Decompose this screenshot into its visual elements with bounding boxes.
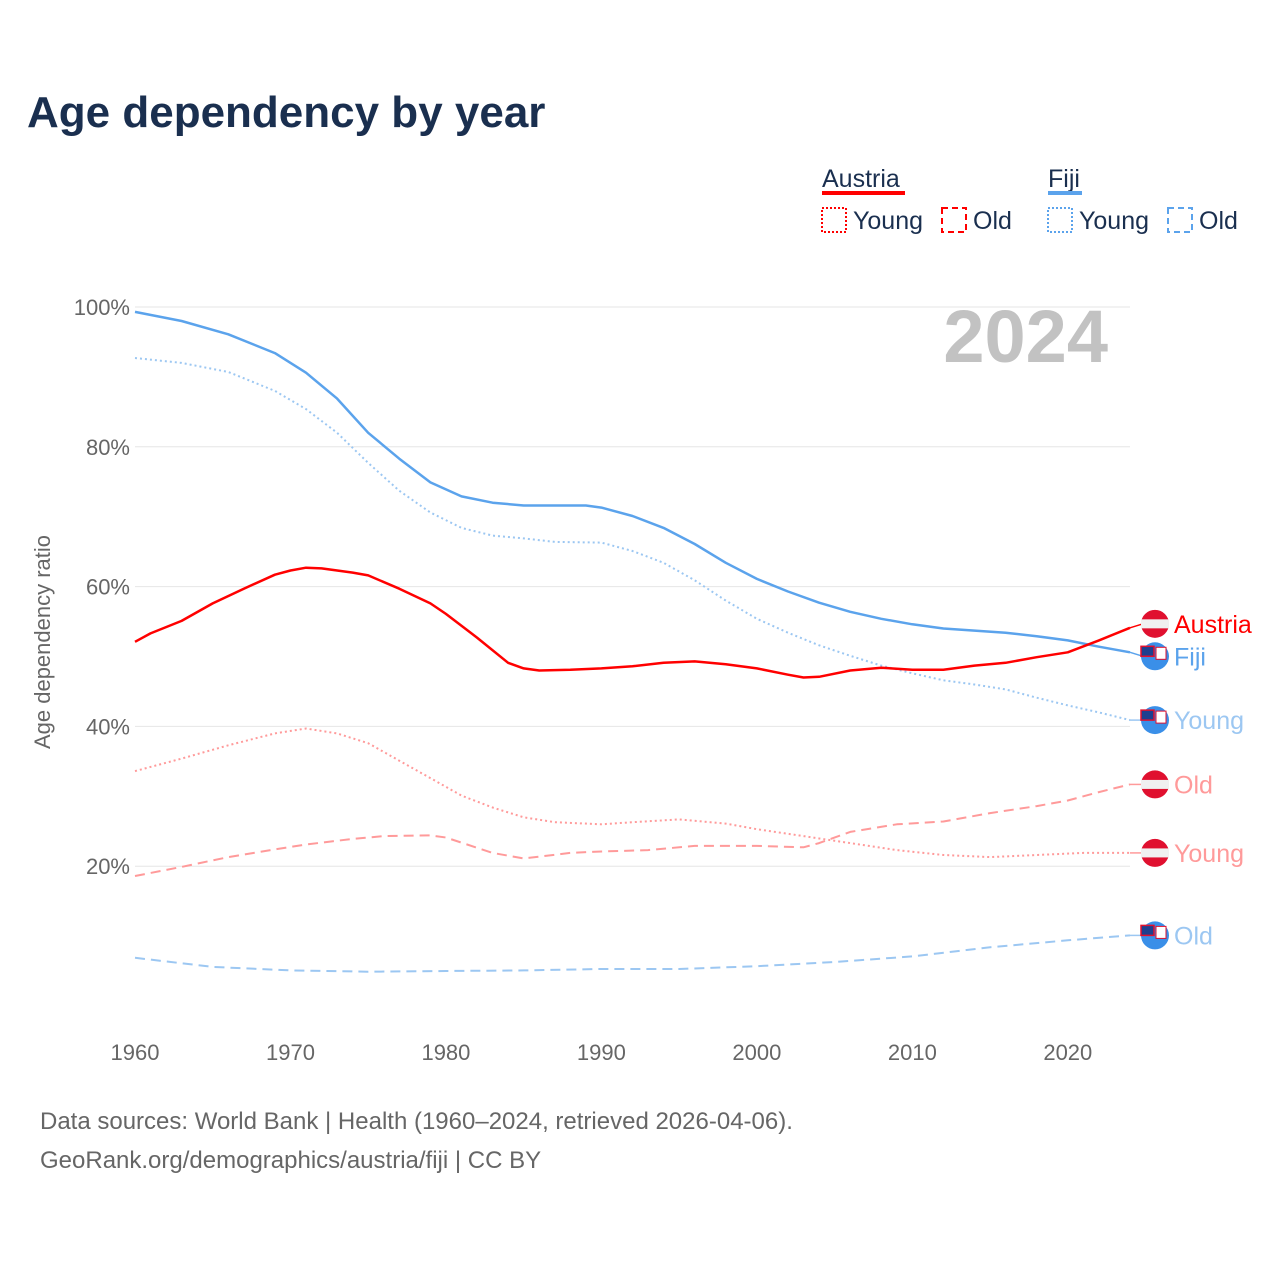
x-tick-label: 1960 bbox=[111, 1040, 160, 1065]
legend-group-austria: Austria bbox=[822, 165, 900, 193]
series-line-fiji-old bbox=[134, 934, 1131, 973]
flag-stripe bbox=[1141, 619, 1169, 629]
legend-swatch-young bbox=[1047, 207, 1073, 233]
legend-swatch-old bbox=[1167, 207, 1193, 233]
legend-item-old: Old bbox=[1199, 207, 1238, 235]
flag-shield bbox=[1155, 925, 1167, 939]
y-tick-label: 40% bbox=[86, 714, 130, 739]
credit-link[interactable]: GeoRank.org/demographics/austria/fiji | … bbox=[40, 1147, 542, 1174]
legend-item-old: Old bbox=[973, 207, 1012, 235]
x-tick-label: 2010 bbox=[888, 1040, 937, 1065]
flag-stripe bbox=[1141, 848, 1169, 858]
end-label-fiji: Fiji bbox=[1174, 643, 1206, 671]
y-tick-label: 80% bbox=[86, 435, 130, 460]
legend-underline bbox=[822, 191, 905, 195]
legend-underline bbox=[1048, 191, 1082, 195]
fiji-flag-icon bbox=[1140, 921, 1169, 950]
flag-union bbox=[1140, 645, 1155, 658]
y-axis-label: Age dependency ratio bbox=[30, 535, 55, 749]
series-line-austria-old bbox=[134, 783, 1131, 877]
legend-group-fiji: Fiji bbox=[1048, 165, 1080, 193]
x-tick-label: 1970 bbox=[266, 1040, 315, 1065]
legend-swatch-young bbox=[821, 207, 847, 233]
austria-flag-icon bbox=[1141, 609, 1169, 638]
end-label-austria-old: Old bbox=[1174, 771, 1213, 799]
x-tick-label: 2020 bbox=[1043, 1040, 1092, 1065]
austria-flag-icon bbox=[1141, 770, 1169, 799]
label-connector bbox=[1129, 623, 1144, 629]
legend-swatch-old bbox=[941, 207, 967, 233]
flag-union bbox=[1140, 709, 1155, 721]
fiji-flag-icon bbox=[1140, 642, 1169, 671]
fiji-flag-icon bbox=[1140, 706, 1169, 735]
flag-shield bbox=[1155, 710, 1167, 724]
legend-item-young: Young bbox=[853, 207, 923, 235]
y-tick-label: 100% bbox=[74, 295, 130, 320]
data-source: Data sources: World Bank | Health (1960–… bbox=[40, 1108, 793, 1135]
series-line-fiji-young bbox=[134, 357, 1131, 722]
flag-union bbox=[1140, 924, 1155, 937]
year-label: 2024 bbox=[943, 295, 1108, 378]
end-label-fiji-young: Young bbox=[1174, 707, 1244, 735]
end-label-austria: Austria bbox=[1174, 611, 1252, 639]
austria-flag-icon bbox=[1141, 838, 1169, 867]
series-line-austria bbox=[134, 566, 1131, 679]
x-tick-label: 1980 bbox=[421, 1040, 470, 1065]
x-tick-label: 2000 bbox=[732, 1040, 781, 1065]
flag-shield bbox=[1155, 646, 1167, 660]
series-line-austria-young bbox=[134, 727, 1130, 859]
end-label-fiji-old: Old bbox=[1174, 922, 1213, 950]
y-tick-label: 20% bbox=[86, 854, 130, 879]
x-tick-label: 1990 bbox=[577, 1040, 626, 1065]
flag-stripe bbox=[1141, 779, 1169, 789]
y-tick-label: 60% bbox=[86, 575, 130, 600]
end-label-austria-young: Young bbox=[1174, 840, 1244, 868]
legend-item-young: Young bbox=[1079, 207, 1149, 235]
series-line-fiji bbox=[134, 310, 1131, 654]
chart-title: Age dependency by year bbox=[27, 88, 546, 137]
